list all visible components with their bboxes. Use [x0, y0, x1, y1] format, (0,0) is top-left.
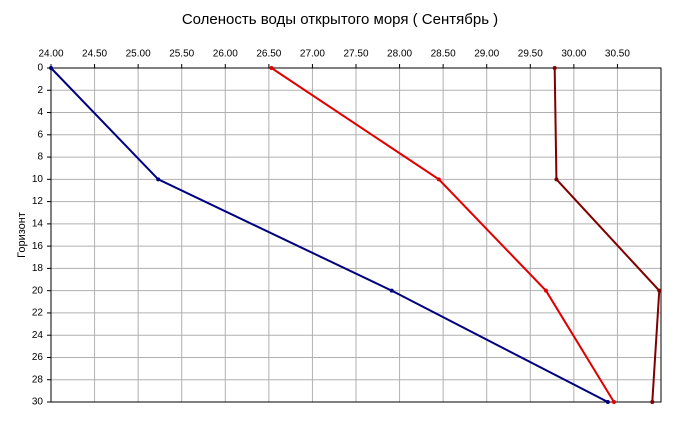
- x-tick-label: 24.50: [82, 49, 107, 60]
- data-point: [554, 177, 559, 182]
- data-line: [50, 67, 609, 403]
- y-tick-label: 6: [37, 129, 43, 140]
- y-tick-label: 24: [32, 330, 44, 341]
- data-line: [553, 67, 661, 403]
- y-tick-label: 26: [32, 352, 44, 363]
- x-tick-label: 27.00: [300, 49, 325, 60]
- x-tick-label: 26.50: [256, 49, 281, 60]
- y-tick-label: 10: [32, 174, 44, 185]
- plot-frame: [50, 67, 662, 403]
- data-point: [611, 400, 616, 404]
- data-point: [605, 400, 610, 404]
- x-tick-label: 28.00: [387, 49, 412, 60]
- y-tick-label: 8: [37, 152, 43, 163]
- x-tick-label: 24.00: [38, 49, 63, 60]
- data-point: [543, 288, 548, 293]
- x-tick-label: 27.50: [343, 49, 368, 60]
- y-tick-label: 18: [32, 263, 44, 274]
- y-tick-label: 16: [32, 241, 44, 252]
- data-point: [269, 66, 274, 70]
- y-tick-label: 12: [32, 196, 44, 207]
- y-tick-label: 0: [37, 63, 43, 74]
- data-line: [270, 67, 615, 403]
- y-axis-label: Горизонт: [16, 212, 28, 258]
- x-tick-label: 29.00: [474, 49, 499, 60]
- data-point: [389, 288, 394, 293]
- data-point: [650, 400, 655, 404]
- x-tick-label: 25.00: [126, 49, 151, 60]
- data-point: [436, 177, 441, 182]
- y-tick-label: 14: [32, 219, 44, 230]
- x-tick-label: 25.50: [169, 49, 194, 60]
- y-tick-label: 20: [32, 285, 44, 296]
- y-tick-label: 2: [37, 85, 43, 96]
- y-tick-label: 28: [32, 374, 44, 385]
- x-tick-label: 29.50: [518, 49, 543, 60]
- data-point: [156, 177, 161, 182]
- y-tick-label: 30: [32, 397, 44, 408]
- x-tick-label: 26.00: [213, 49, 238, 60]
- y-tick-label: 4: [37, 107, 43, 118]
- y-tick-label: 22: [32, 308, 44, 319]
- x-tick-label: 30.00: [561, 49, 586, 60]
- chart-title: Соленость воды открытого моря ( Сентябрь…: [182, 11, 498, 28]
- data-point: [552, 66, 557, 70]
- x-tick-label: 30.50: [605, 49, 630, 60]
- data-point: [657, 288, 662, 293]
- data-point: [49, 66, 53, 70]
- x-tick-label: 28.50: [431, 49, 456, 60]
